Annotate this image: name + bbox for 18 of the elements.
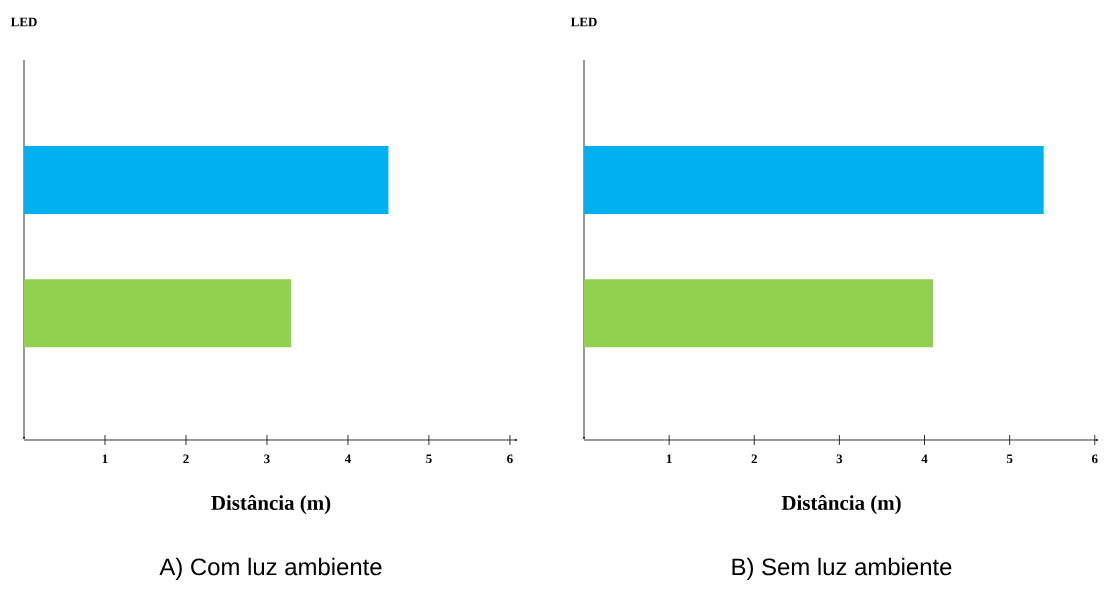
x-axis-title: Distância (m) (781, 494, 901, 515)
y-axis-title: LED (570, 17, 597, 27)
x-tick-label: 3 (836, 454, 843, 464)
x-tick-label: 2 (751, 454, 757, 464)
x-tick-label: 6 (1091, 454, 1098, 464)
x-tick-label: 2 (183, 454, 189, 464)
y-axis-title: LED (10, 17, 37, 27)
x-tick-label: 4 (921, 454, 928, 464)
x-axis-title: Distância (m) (211, 494, 331, 515)
x-tick-label: 1 (666, 454, 672, 464)
text: A) Com luz ambiente (159, 557, 382, 581)
x-tick-label: 4 (344, 454, 351, 464)
x-tick-label: 1 (102, 454, 108, 464)
x-tick-label: 5 (426, 454, 432, 464)
x-tick-label: 5 (1006, 454, 1013, 464)
x-tick-label: 3 (264, 454, 270, 464)
text: B) Sem luz ambiente (732, 557, 952, 581)
x-tick-label: 6 (507, 454, 513, 464)
